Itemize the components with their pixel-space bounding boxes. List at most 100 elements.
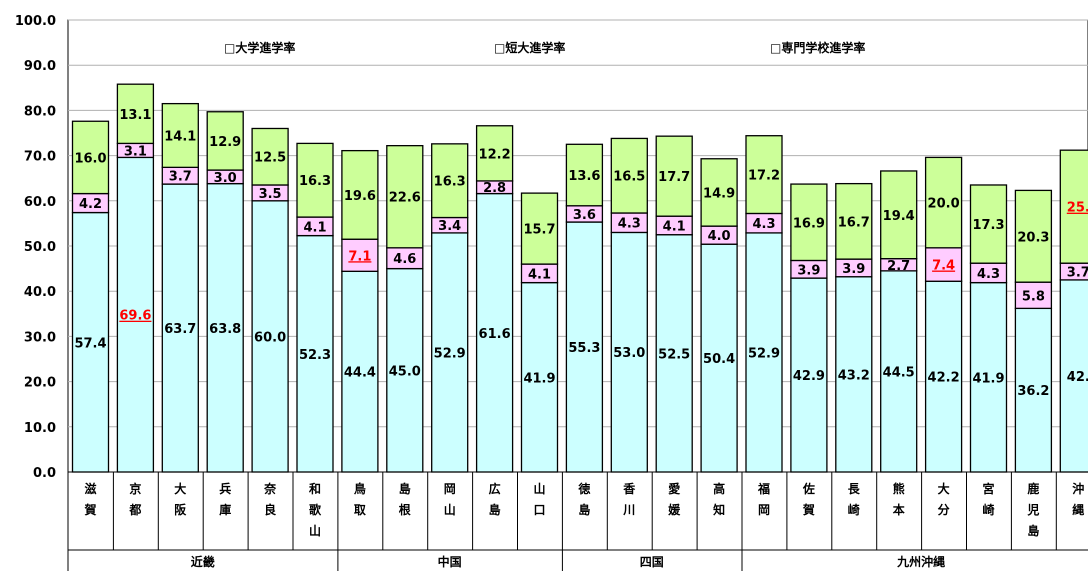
category-label: 島 <box>1027 523 1039 538</box>
bar-segment <box>745 232 783 473</box>
bar-segment <box>161 183 199 473</box>
data-label: 52.3 <box>299 348 331 363</box>
category-label: 大 <box>174 481 186 496</box>
category-label: 佐 <box>802 481 815 496</box>
data-label: 5.8 <box>1022 289 1045 304</box>
region-label: 九州沖縄 <box>896 554 945 569</box>
bar-segment <box>116 83 155 145</box>
data-label: 50.4 <box>703 352 735 367</box>
data-label: 20.3 <box>1017 230 1049 245</box>
data-label: 42. <box>1067 370 1088 385</box>
bar-segment <box>251 200 289 473</box>
data-label: 69.6 <box>119 309 151 324</box>
data-label: 16.7 <box>838 215 870 230</box>
bar-segment <box>71 120 110 195</box>
data-label: 19.4 <box>883 209 915 224</box>
bar-segment <box>969 184 1008 264</box>
category-label: 口 <box>533 503 545 517</box>
bar-segment <box>655 135 693 217</box>
data-label: 3.9 <box>842 262 865 277</box>
bar-segment <box>341 270 379 473</box>
bar-segment <box>610 137 648 214</box>
data-label: 45.0 <box>389 364 421 379</box>
bars <box>71 83 1088 473</box>
data-label: 13.6 <box>568 169 600 184</box>
data-label: 4.3 <box>752 217 775 232</box>
category-label: 取 <box>354 503 366 517</box>
data-label: 41.9 <box>523 371 555 386</box>
legend-entry: □短大進学率 <box>494 40 565 55</box>
data-label: 55.3 <box>568 341 600 356</box>
bar-segment <box>116 156 155 473</box>
category-label: 知 <box>712 502 725 517</box>
category-label: 根 <box>399 502 411 517</box>
bar-segment <box>431 143 469 219</box>
bar-segment <box>835 276 873 473</box>
category-label: 縄 <box>1072 502 1084 517</box>
data-label: 15.7 <box>523 223 555 238</box>
data-label: 4.3 <box>977 267 1000 282</box>
bar-segment <box>251 127 289 186</box>
data-label: 17.2 <box>748 169 780 184</box>
data-label: 3.1 <box>124 144 147 159</box>
category-label: 賀 <box>83 502 96 517</box>
bar-segment <box>969 281 1008 473</box>
data-label: 16.5 <box>613 170 645 185</box>
bar-segment <box>475 125 514 182</box>
category-label: 京 <box>129 481 141 496</box>
data-label: 17.7 <box>658 170 690 185</box>
data-label: 43.2 <box>838 368 870 383</box>
data-label: 7.4 <box>932 259 955 274</box>
bar-segment <box>655 234 693 473</box>
bar-segment <box>341 238 379 272</box>
legend: □大学進学率 □短大進学率 □専門学校進学率 <box>224 40 865 55</box>
bar-segment <box>1059 149 1088 264</box>
bar-segment <box>700 158 738 227</box>
data-label: 41.9 <box>972 371 1004 386</box>
data-label: 3.7 <box>1067 266 1088 281</box>
region-label: 近畿 <box>191 554 215 569</box>
legend-entry: □専門学校進学率 <box>770 40 865 55</box>
category-label: 大 <box>938 481 950 496</box>
data-label: 4.2 <box>79 197 102 212</box>
category-label: 都 <box>128 502 141 517</box>
bar-segment <box>206 182 244 473</box>
y-tick-label: 80.0 <box>24 104 56 119</box>
bar-segment <box>1059 279 1088 473</box>
y-tick-label: 50.0 <box>24 240 56 255</box>
bar-segment <box>880 170 918 260</box>
data-label: 63.7 <box>164 322 196 337</box>
data-label: 3.0 <box>214 171 237 186</box>
category-label: 長 <box>848 481 861 496</box>
bar-segment <box>610 231 648 473</box>
bar-segment <box>745 135 783 215</box>
data-label: 19.6 <box>344 189 376 204</box>
data-label: 17.3 <box>972 218 1004 233</box>
data-label: 61.6 <box>479 327 511 342</box>
data-label: 14.1 <box>164 129 196 144</box>
data-label: 52.9 <box>434 346 466 361</box>
y-tick-label: 10.0 <box>24 421 56 436</box>
bar-segment <box>835 182 873 260</box>
data-label: 7.1 <box>348 249 371 264</box>
y-tick-label: 100.0 <box>15 14 56 29</box>
bar-segment <box>431 232 469 473</box>
data-label: 2.8 <box>483 181 506 196</box>
category-label: 島 <box>578 502 590 517</box>
category-label: 崎 <box>848 502 860 517</box>
category-label: 山 <box>533 481 545 496</box>
data-label: 22.6 <box>389 191 421 206</box>
bar-segment <box>924 247 963 282</box>
category-label: 香 <box>622 481 635 496</box>
category-label: 川 <box>622 503 635 517</box>
y-tick-label: 0.0 <box>33 466 56 481</box>
category-label: 愛 <box>668 481 680 496</box>
data-label: 16.3 <box>299 174 331 189</box>
category-label: 山 <box>309 523 321 538</box>
data-label: 4.1 <box>663 219 686 234</box>
data-label: 3.4 <box>438 219 461 234</box>
data-label: 16.3 <box>434 175 466 190</box>
data-label: 12.2 <box>479 147 511 162</box>
data-label: 12.5 <box>254 151 286 166</box>
